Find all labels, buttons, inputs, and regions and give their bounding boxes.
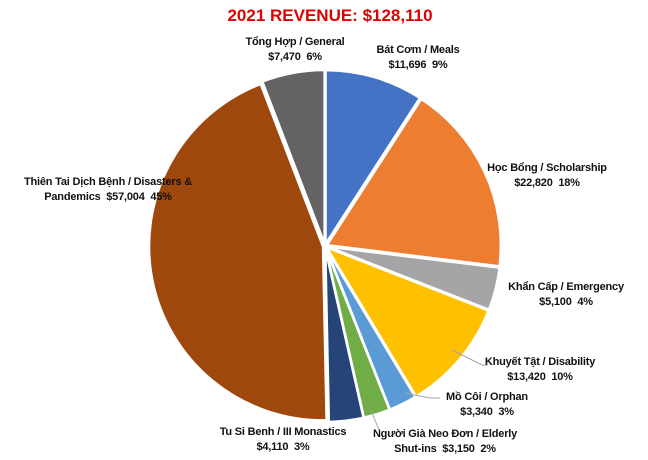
leader-line: [370, 409, 380, 431]
data-label: Bát Cơm / Meals $11,696 9%: [358, 43, 478, 73]
leader-line: [404, 392, 440, 399]
data-label: Tổng Hợp / General $7,470 6%: [230, 35, 360, 65]
slice-name: Tu Si Benh / III Monastics: [219, 426, 347, 438]
data-label: Tu Si Benh / III Monastics $4,110 3%: [203, 425, 363, 455]
slice-value: $3,150 2%: [436, 443, 496, 455]
pie-slice: [260, 68, 326, 245]
data-label: Học Bổng / Scholarship $22,820 18%: [472, 161, 622, 191]
pie-slice: [323, 247, 366, 424]
slice-value: $11,696 9%: [388, 59, 448, 71]
pie-slice: [147, 82, 328, 422]
data-label: Mồ Côi / Orphan $3,340 3%: [427, 390, 547, 420]
slice-name: Khuyết Tật / Disability: [484, 356, 596, 368]
slice-name: Học Bổng / Scholarship: [487, 162, 607, 174]
data-label: Thiên Tai Dịch Bệnh / Disasters & Pandem…: [3, 175, 213, 205]
slice-name: Thiên Tai Dịch Bệnh / Disasters & Pandem…: [23, 176, 192, 203]
slice-value: $4,110 3%: [256, 441, 310, 453]
data-label: Khuyết Tật / Disability $13,420 10%: [470, 355, 610, 385]
pie-slice: [324, 68, 422, 249]
chart-title: 2021 REVENUE: $128,110: [227, 6, 433, 25]
slice-value: $7,470 6%: [268, 51, 322, 63]
slice-value: $3,340 3%: [460, 406, 514, 418]
leader-line: [451, 349, 488, 366]
slice-value: $22,820 18%: [514, 177, 580, 189]
data-label: Khẩn Cấp / Emergency $5,100 4%: [496, 280, 636, 310]
slice-value: $57,004 45%: [100, 191, 172, 203]
slice-name: Tổng Hợp / General: [245, 36, 345, 48]
slice-value: $13,420 10%: [507, 371, 573, 383]
data-label: Người Già Neo Đơn / Elderly Shut-ins $3,…: [365, 427, 525, 457]
slice-name: Bát Cơm / Meals: [376, 44, 460, 56]
pie-slice: [324, 97, 503, 268]
slice-value: $5,100 4%: [539, 296, 593, 308]
slice-name: Người Già Neo Đơn / Elderly Shut-ins: [372, 428, 518, 455]
slice-name: Khẩn Cấp / Emergency: [508, 281, 624, 293]
slice-name: Mồ Côi / Orphan: [446, 391, 528, 403]
pie-slice: [323, 244, 491, 399]
